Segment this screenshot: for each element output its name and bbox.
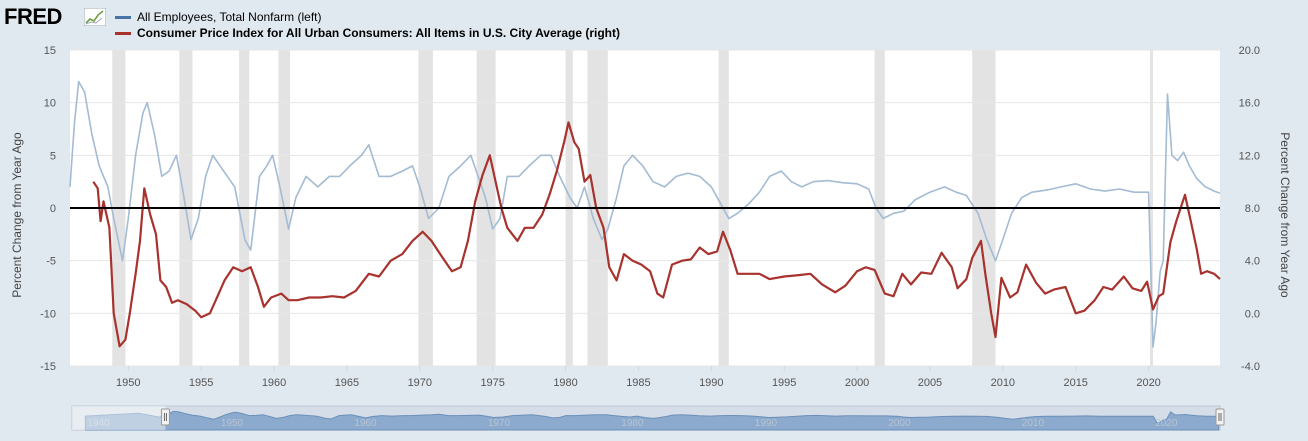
x-tick-label: 1975 <box>480 377 504 389</box>
y-right-axis-label: Percent Change from Year Ago <box>1278 132 1292 298</box>
navigator-tick-label: 2020 <box>1155 418 1178 429</box>
y-right-tick-label: -4.0 <box>1241 361 1260 373</box>
x-tick-label: 1960 <box>262 377 286 389</box>
navigator-ticks: 1940 1950 1960 1970 1980 1990 2000 2010 2020 <box>72 406 1178 430</box>
y-right-tick-label: 16.0 <box>1239 98 1260 110</box>
x-tick-label: 2000 <box>845 377 869 389</box>
x-tick-label: 2020 <box>1136 377 1160 389</box>
x-tick-label: 1965 <box>335 377 359 389</box>
navigator-mask-left <box>72 406 166 430</box>
y-left-tick-label: 10 <box>44 98 56 110</box>
navigator-tick-label: 1970 <box>488 418 511 429</box>
y-left-tick-label: 15 <box>44 45 56 57</box>
series-lines <box>69 80 1221 348</box>
navigator-handles[interactable] <box>160 408 1225 426</box>
y-left-tick-label: -10 <box>40 308 56 320</box>
navigator-tick-label: 1960 <box>354 418 377 429</box>
nav-handle-body-1 <box>1215 408 1225 426</box>
x-tick-label: 1995 <box>772 377 796 389</box>
line-chart-icon <box>84 8 106 26</box>
navigator-tick-label: 2010 <box>1022 418 1045 429</box>
legend-swatch-cpi <box>115 31 131 35</box>
navigator-tick-label: 1940 <box>87 418 110 429</box>
navigator-area-path <box>84 410 1220 431</box>
x-tick-label: 1985 <box>626 377 650 389</box>
y-right-tick-label: 4.0 <box>1245 256 1260 268</box>
y-right-tick-label: 0.0 <box>1245 308 1260 320</box>
navigator-tick-label: 1990 <box>755 418 778 429</box>
legend-label-employees: All Employees, Total Nonfarm (left) <box>137 10 322 24</box>
legend-item-cpi[interactable]: Consumer Price Index for All Urban Consu… <box>115 26 620 40</box>
legend-label-cpi: Consumer Price Index for All Urban Consu… <box>137 26 620 40</box>
navigator-tick-label: 1980 <box>621 418 644 429</box>
grip-handle-icon[interactable] <box>160 408 170 426</box>
x-tick-label: 1970 <box>408 377 432 389</box>
legend-swatch-employees <box>115 15 131 19</box>
y-right-tick-label: 8.0 <box>1245 203 1260 215</box>
navigator-tick-label: 2000 <box>888 418 911 429</box>
series-line-0 <box>69 80 1221 348</box>
series-line-1 <box>92 121 1221 348</box>
y-left-tick-label: -5 <box>46 256 56 268</box>
legend-item-employees[interactable]: All Employees, Total Nonfarm (left) <box>115 10 322 24</box>
navigator-area <box>84 410 1220 431</box>
y-right-tick-label: 12.0 <box>1239 150 1260 162</box>
y-left-tick-label: -15 <box>40 361 56 373</box>
x-tick-label: 1990 <box>699 377 723 389</box>
y-left-tick-label: 0 <box>50 203 56 215</box>
navigator-tick-label: 1950 <box>221 418 244 429</box>
y-right-tick-label: 20.0 <box>1239 45 1260 57</box>
grip-handle-icon[interactable] <box>1215 408 1225 426</box>
x-tick-label: 1980 <box>553 377 577 389</box>
x-tick-label: 1955 <box>189 377 213 389</box>
y-left-axis-label: Percent Change from Year Ago <box>10 132 24 298</box>
grid-lines <box>70 49 1220 367</box>
x-tick-label: 1950 <box>116 377 140 389</box>
axes: 15 10 5 0 -5 -10 -15 20.0 16.0 12.0 8.0 4.0 0.0 -4.0 1… <box>40 45 1260 389</box>
nav-handle-body-0 <box>160 408 170 426</box>
fred-logo[interactable]: FRED <box>4 4 62 29</box>
x-tick-label: 2010 <box>991 377 1015 389</box>
x-tick-label: 2015 <box>1063 377 1087 389</box>
x-tick-label: 2005 <box>918 377 942 389</box>
y-left-tick-label: 5 <box>50 150 56 162</box>
